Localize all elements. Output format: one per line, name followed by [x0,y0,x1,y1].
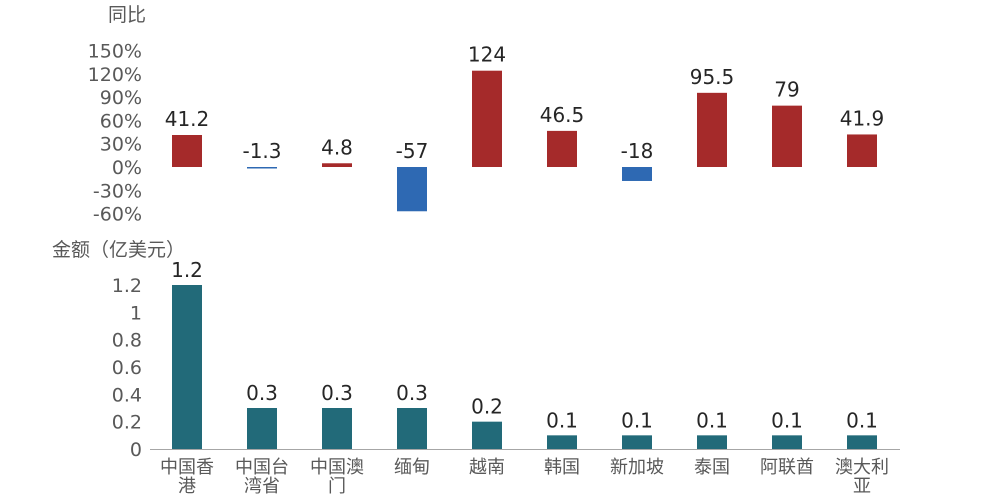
amount-data-label: 0.1 [696,408,728,432]
yoy-bar [397,167,427,212]
x-category-label: 缅甸 [394,457,430,478]
x-category-label: 新加坡 [610,457,664,478]
yoy-data-label: 95.5 [690,65,735,89]
bottom-y-tick-label: 1 [130,302,142,324]
amount-data-label: 0.3 [321,381,353,405]
yoy-bar [622,167,652,181]
bottom-y-tick-label: 0.8 [112,330,142,352]
amount-data-label: 0.1 [621,408,653,432]
amount-bar [247,408,277,449]
bottom-y-tick-label: 0.6 [112,357,142,379]
amount-data-label: 0.3 [246,381,278,405]
x-category-label: 泰国 [694,457,730,478]
x-category-label: 中国澳门 [310,457,364,497]
yoy-data-label: 79 [774,78,799,102]
yoy-bar [847,134,877,167]
amount-bar [772,435,802,449]
yoy-bar [472,70,502,167]
yoy-chart-panel: 同比 150%120%90%60%30%0%-30%-60% 41.2 -1.3 4.8… [88,4,885,226]
top-y-tick-label: -30% [93,180,142,202]
top-y-tick-label: 150% [88,41,142,63]
yoy-bar [172,135,202,167]
top-y-tick-label: 120% [88,64,142,86]
x-category-label: 越南 [469,457,505,478]
yoy-data-label: -18 [621,139,654,163]
yoy-bar [772,105,802,167]
yoy-data-label: 46.5 [540,103,585,127]
amount-bar [622,435,652,449]
amount-bar [697,435,727,449]
yoy-data-label: 41.2 [165,107,210,131]
bottom-y-tick-label: 0.4 [112,384,142,406]
amount-bar [397,408,427,449]
bottom-y-tick-label: 0.2 [112,412,142,434]
amount-bar [322,408,352,449]
yoy-data-label: 124 [468,43,506,67]
yoy-bar [547,130,577,167]
bottom-y-tick-label: 1.2 [112,275,142,297]
x-category-label: 中国香港 [160,457,214,497]
top-y-tick-label: 90% [100,87,142,109]
top-y-tick-label: 30% [100,134,142,156]
yoy-bar [322,163,352,167]
x-category-label: 澳大利亚 [835,457,889,497]
bottom-y-tick-label: 0 [130,439,142,461]
amount-data-label: 1.2 [171,258,203,282]
top-y-axis-title: 同比 [108,4,146,26]
amount-data-label: 0.2 [471,395,503,419]
yoy-bar [697,92,727,167]
top-y-tick-label: 0% [112,157,142,179]
amount-data-label: 0.3 [396,381,428,405]
yoy-data-label: -57 [396,139,429,163]
x-category-label: 中国台湾省 [235,457,289,497]
yoy-bar [247,167,277,169]
bottom-y-axis-title: 金额（亿美元） [52,239,185,261]
top-y-tick-label: -60% [93,204,142,226]
amount-chart-panel: 金额（亿美元）1.210.80.60.40.201.20.3 0.3 0.30.20… [52,239,900,497]
x-category-label: 阿联酋 [760,457,814,478]
amount-bar [472,421,502,449]
amount-data-label: 0.1 [546,408,578,432]
amount-bar [172,285,202,449]
amount-data-label: 0.1 [846,408,878,432]
top-y-tick-label: 60% [100,110,142,132]
yoy-data-label: 4.8 [321,135,353,159]
yoy-data-label: -1.3 [242,139,281,163]
amount-bar [847,435,877,449]
yoy-data-label: 41.9 [840,106,885,130]
x-category-label: 韩国 [544,457,580,478]
amount-bar [547,435,577,449]
amount-data-label: 0.1 [771,408,803,432]
